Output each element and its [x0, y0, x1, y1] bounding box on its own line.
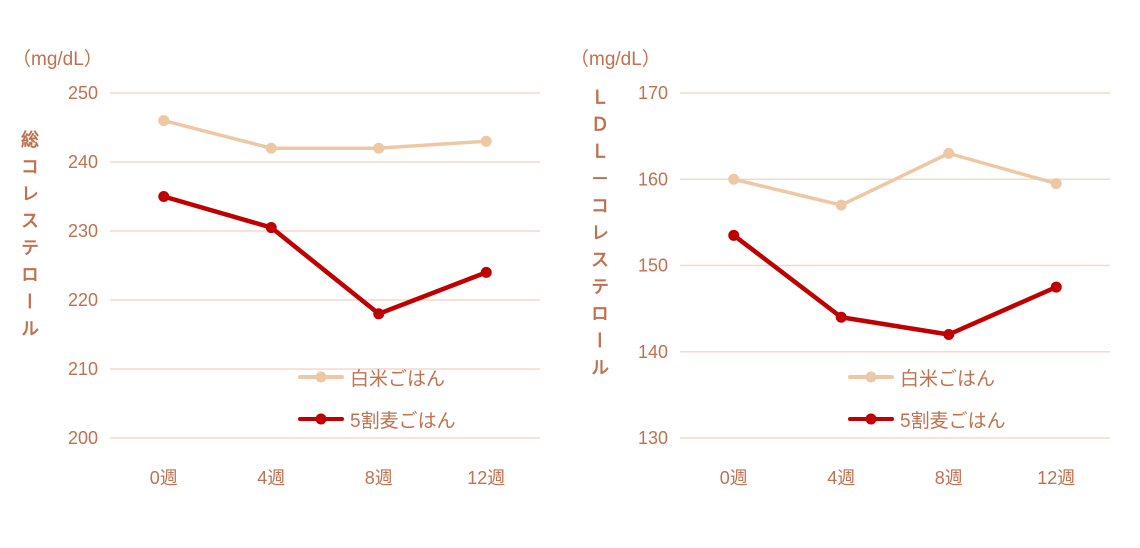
legend-label: 5割麦ごはん	[350, 410, 456, 432]
y-tick-label: 150	[638, 256, 668, 276]
data-point	[728, 173, 740, 185]
x-tick-label: 0週	[150, 468, 178, 488]
data-point	[265, 142, 277, 154]
series-line-1	[731, 233, 1059, 337]
series-line-0	[732, 151, 1058, 207]
legend-marker-dot	[865, 371, 877, 383]
chart-total-cholesterol: （mg/dL） 総コレステロール 200 210 220 230 240 250 0週 4週 8…	[12, 49, 540, 488]
x-tick-label: 12週	[1037, 468, 1075, 488]
data-point	[943, 147, 955, 159]
plot-area-total-cholesterol: 200 210 220 230 240 250 0週 4週 8週 12週	[68, 83, 540, 488]
data-point	[373, 142, 385, 154]
legend-item-white-rice: 白米ごはん	[298, 362, 456, 392]
legend-marker-dot	[315, 413, 327, 425]
y-axis-unit-label: （mg/dL）	[570, 49, 661, 70]
data-point	[943, 329, 955, 340]
x-tick-label: 8週	[935, 468, 963, 488]
legend-label: 白米ごはん	[350, 368, 446, 390]
legend-line-sample	[298, 371, 344, 383]
data-point	[1050, 178, 1062, 190]
x-tick-label: 0週	[720, 468, 748, 488]
legend-marker-dot	[315, 371, 327, 383]
legend-item-white-rice: 白米ごはん	[848, 362, 1006, 392]
y-axis-unit-label: （mg/dL）	[12, 49, 103, 70]
data-point	[835, 311, 847, 323]
y-axis-title: 総コレステロール	[19, 130, 39, 346]
legend-line-sample	[848, 413, 894, 425]
series-line-1	[161, 194, 489, 317]
legend-line-sample	[298, 413, 344, 425]
plot-area-ldl-cholesterol: 130 140 150 160 170 0週 4週 8週 12週	[638, 83, 1110, 488]
data-point	[728, 229, 740, 241]
y-tick-label: 200	[68, 428, 98, 448]
data-point	[480, 266, 492, 278]
legend-label: 5割麦ごはん	[900, 410, 1006, 432]
legend-marker-dot	[865, 413, 877, 425]
legend: 白米ごはん 5割麦ごはん	[298, 362, 456, 434]
legend: 白米ごはん 5割麦ごはん	[848, 362, 1006, 434]
x-tick-label: 12週	[467, 468, 505, 488]
y-tick-label: 140	[638, 342, 668, 362]
x-tick-label: 4週	[827, 468, 855, 488]
y-tick-label: 220	[68, 290, 98, 310]
data-point	[158, 115, 170, 127]
legend-label: 白米ごはん	[900, 368, 996, 390]
x-tick-label: 4週	[257, 468, 285, 488]
data-point	[480, 135, 492, 147]
chart-ldl-cholesterol: （mg/dL） ＬＤＬ－コレステロール 130 140 150 160 170 0週 4週 8…	[570, 0, 1140, 548]
data-point	[265, 222, 277, 234]
data-point	[373, 308, 385, 320]
data-point	[835, 199, 847, 211]
y-tick-label: 250	[68, 83, 98, 103]
data-point	[158, 191, 170, 202]
legend-line-sample	[848, 371, 894, 383]
y-tick-label: 130	[638, 428, 668, 448]
y-tick-label: 210	[68, 359, 98, 379]
data-point	[1050, 281, 1062, 293]
y-tick-label: 230	[68, 221, 98, 241]
y-tick-label: 160	[638, 169, 668, 189]
x-tick-label: 8週	[365, 468, 393, 488]
legend-item-barley-rice: 5割麦ごはん	[848, 404, 1006, 434]
y-axis-title: ＬＤＬ－コレステロール	[589, 88, 609, 385]
series-line-0	[162, 118, 488, 150]
y-tick-label: 170	[638, 83, 668, 103]
legend-item-barley-rice: 5割麦ごはん	[298, 404, 456, 434]
y-tick-label: 240	[68, 152, 98, 172]
